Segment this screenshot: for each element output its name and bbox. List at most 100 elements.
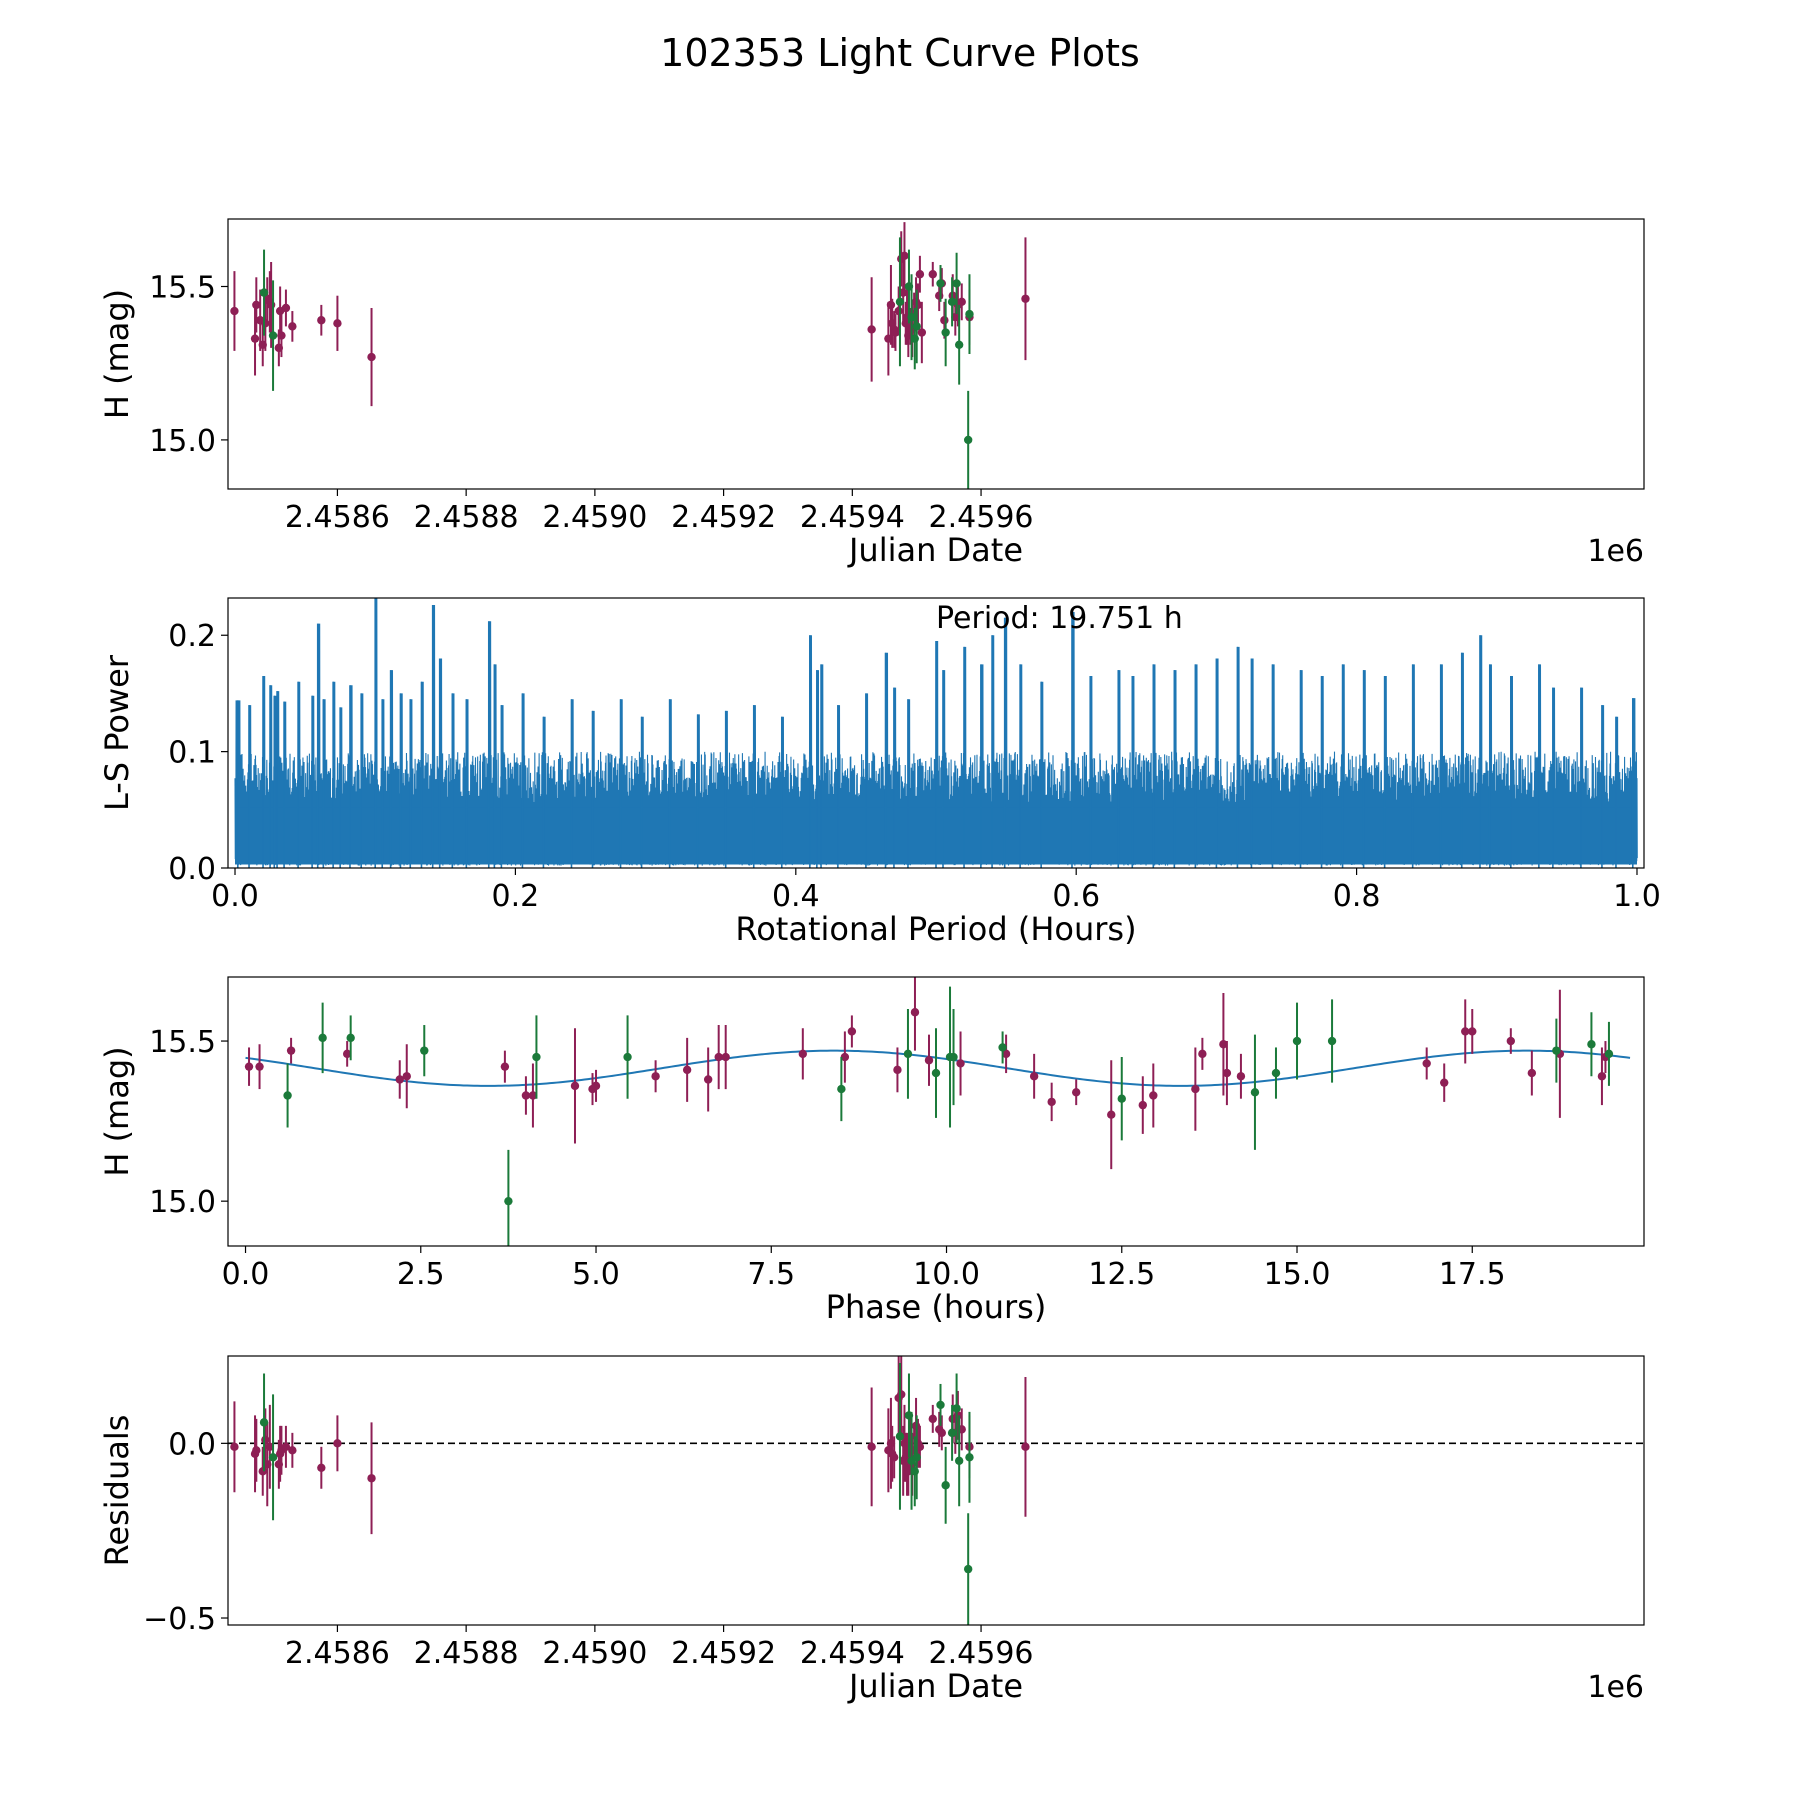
data-point (367, 352, 376, 362)
data-point (847, 1027, 857, 1036)
data-point (250, 334, 260, 343)
data-point (891, 328, 900, 337)
data-point (317, 1463, 326, 1472)
data-point (798, 1049, 808, 1059)
axes-frame (227, 976, 1645, 1247)
model-curve (245, 1049, 1631, 1087)
data-point (915, 270, 925, 279)
x-tick-label: 15.0 (1264, 1257, 1331, 1292)
data-point (288, 1446, 297, 1455)
y-tick-label: 0.2 (168, 619, 216, 654)
data-point (1001, 1049, 1011, 1059)
data-point (936, 1400, 945, 1410)
data-point (1587, 1040, 1596, 1049)
data-point (912, 322, 921, 331)
data-point (286, 1046, 296, 1055)
period-annotation: Period: 19.751 h (936, 601, 1183, 636)
x-tick-label: 0.0 (211, 879, 259, 914)
data-point (928, 270, 937, 279)
x-tick-label: 2.4594 (800, 1636, 905, 1671)
x-axis-offset-label: 1e6 (1587, 1670, 1644, 1705)
data-point (965, 1453, 974, 1462)
data-point (954, 1456, 964, 1466)
data-point (895, 1432, 905, 1441)
plot-area (230, 222, 1030, 489)
data-point (917, 328, 927, 337)
panel-lightcurve: 2.4586 2.4588 2.4590 2.4592 2.4594 2.4596 15.0… (98, 218, 1645, 569)
x-tick-label: 2.4592 (671, 500, 776, 535)
data-point (283, 1091, 292, 1100)
data-point (912, 1453, 921, 1462)
plot-area (228, 1356, 1644, 1625)
axes-frame (227, 1355, 1645, 1626)
data-point (897, 1390, 906, 1399)
data-point (1236, 1072, 1246, 1081)
data-point (900, 251, 909, 261)
data-point (591, 1081, 601, 1091)
plot-area (234, 598, 1638, 868)
x-axis-offset-label: 1e6 (1587, 534, 1644, 569)
data-point (889, 1453, 899, 1462)
data-point (342, 1049, 352, 1059)
data-point (333, 1439, 342, 1448)
data-point (910, 1008, 920, 1017)
data-point (1198, 1049, 1207, 1059)
y-tick-label: 15.0 (149, 1185, 216, 1220)
data-point (682, 1065, 692, 1075)
data-point (714, 1052, 723, 1062)
data-point (956, 1059, 965, 1068)
plot-area (244, 977, 1631, 1246)
data-point (1250, 1088, 1260, 1097)
data-point (894, 306, 903, 316)
data-point (937, 1428, 946, 1438)
series-filter-magenta (230, 1356, 1030, 1535)
x-axis-label: Rotational Period (Hours) (735, 910, 1136, 948)
x-tick-label: 2.4594 (800, 500, 905, 535)
y-tick-label: 15.5 (149, 1025, 216, 1060)
data-point (957, 297, 966, 307)
data-point (867, 325, 876, 334)
x-tick-label: 10.0 (913, 1257, 980, 1292)
data-point (1468, 1027, 1477, 1036)
x-tick-label: 2.4596 (929, 500, 1034, 535)
data-point (261, 1435, 270, 1445)
series-filter-green (283, 986, 1614, 1246)
y-tick-label: 0.0 (168, 852, 216, 887)
x-tick-label: 2.4592 (671, 1636, 776, 1671)
series-filter-magenta (244, 977, 1610, 1170)
data-point (1071, 1088, 1081, 1097)
x-axis-label: Julian Date (847, 1667, 1023, 1705)
data-point (703, 1075, 713, 1084)
figure-title: 102353 Light Curve Plots (660, 31, 1140, 75)
data-point (521, 1091, 531, 1100)
data-point (941, 1481, 950, 1490)
y-axis-label: H (mag) (98, 1046, 136, 1176)
data-point (1552, 1046, 1561, 1055)
x-tick-label: 17.5 (1439, 1257, 1506, 1292)
data-point (265, 1442, 275, 1452)
data-point (1021, 1442, 1030, 1452)
data-point (346, 1033, 355, 1043)
data-point (244, 1062, 254, 1071)
data-point (893, 1065, 902, 1075)
data-point (928, 1414, 937, 1424)
panel-periodogram: Period: 19.751 h 0.0 0.2 0.4 0.6 0.8 1.0 0.0 0.1… (98, 597, 1661, 948)
data-point (915, 1442, 925, 1452)
data-point (1422, 1059, 1431, 1068)
data-point (261, 319, 270, 328)
data-point (941, 328, 950, 337)
data-point (528, 1091, 538, 1100)
x-axis-label: Julian Date (847, 531, 1023, 569)
data-point (963, 435, 973, 445)
data-point (1191, 1084, 1200, 1094)
data-point (1527, 1068, 1537, 1078)
data-point (1149, 1091, 1158, 1100)
data-point (651, 1072, 660, 1081)
x-tick-label: 12.5 (1088, 1257, 1155, 1292)
data-point (898, 288, 908, 297)
data-point (500, 1062, 510, 1071)
data-point (367, 1474, 376, 1483)
x-tick-label: 2.4596 (929, 1636, 1034, 1671)
data-point (1506, 1036, 1516, 1046)
